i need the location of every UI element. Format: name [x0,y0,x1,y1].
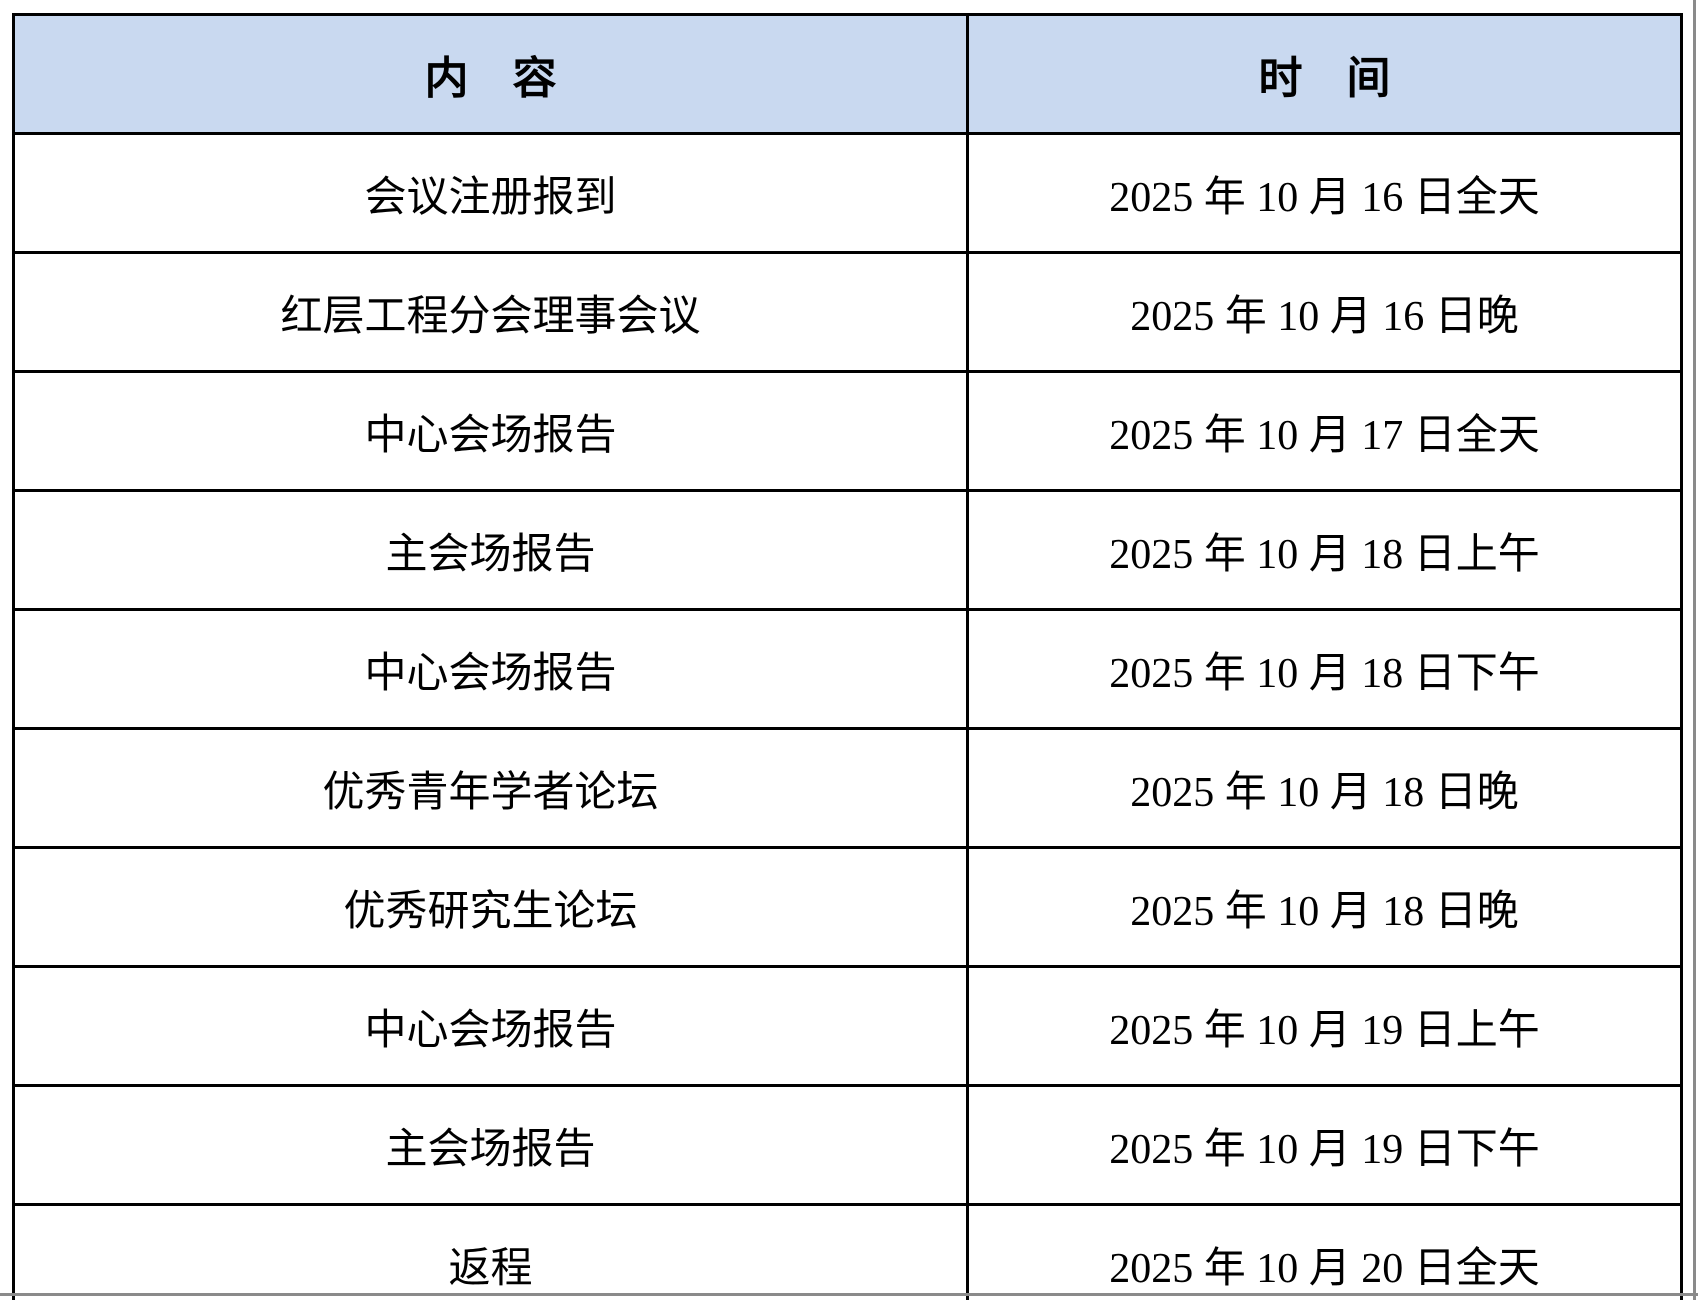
cell-content: 主会场报告 [11,1084,970,1206]
header-cell-content: 内 容 [11,13,970,135]
cell-content: 中心会场报告 [11,370,970,492]
table-row: 中心会场报告 2025 年 10 月 17 日全天 [11,370,1683,492]
cell-content: 中心会场报告 [11,608,970,730]
cell-time: 2025 年 10 月 16 日全天 [966,132,1683,254]
table-row: 返程 2025 年 10 月 20 日全天 [11,1203,1683,1300]
cell-time: 2025 年 10 月 17 日全天 [966,370,1683,492]
table-row: 会议注册报到 2025 年 10 月 16 日全天 [11,132,1683,254]
conference-schedule-table: 内 容 时 间 会议注册报到 2025 年 10 月 16 日全天 红层工程分会… [11,13,1683,1300]
cell-content: 优秀青年学者论坛 [11,727,970,849]
cell-content: 中心会场报告 [11,965,970,1087]
cell-time: 2025 年 10 月 16 日晚 [966,251,1683,373]
cell-time: 2025 年 10 月 18 日下午 [966,608,1683,730]
table-row: 优秀研究生论坛 2025 年 10 月 18 日晚 [11,846,1683,968]
page-edge-right [1693,0,1696,1300]
table-row: 中心会场报告 2025 年 10 月 19 日上午 [11,965,1683,1087]
table-row: 主会场报告 2025 年 10 月 19 日下午 [11,1084,1683,1206]
table-header-row: 内 容 时 间 [11,13,1683,135]
cell-content: 红层工程分会理事会议 [11,251,970,373]
cell-content: 会议注册报到 [11,132,970,254]
cell-time: 2025 年 10 月 19 日上午 [966,965,1683,1087]
header-cell-time: 时 间 [966,13,1683,135]
cell-content: 返程 [11,1203,970,1300]
page-edge-bottom [0,1293,1698,1296]
cell-content: 优秀研究生论坛 [11,846,970,968]
cell-time: 2025 年 10 月 20 日全天 [966,1203,1683,1300]
table-body: 会议注册报到 2025 年 10 月 16 日全天 红层工程分会理事会议 202… [11,132,1683,1300]
table-row: 中心会场报告 2025 年 10 月 18 日下午 [11,608,1683,730]
cell-time: 2025 年 10 月 18 日晚 [966,846,1683,968]
cell-time: 2025 年 10 月 19 日下午 [966,1084,1683,1206]
table-row: 优秀青年学者论坛 2025 年 10 月 18 日晚 [11,727,1683,849]
table-row: 主会场报告 2025 年 10 月 18 日上午 [11,489,1683,611]
cell-time: 2025 年 10 月 18 日晚 [966,727,1683,849]
cell-content: 主会场报告 [11,489,970,611]
table-row: 红层工程分会理事会议 2025 年 10 月 16 日晚 [11,251,1683,373]
cell-time: 2025 年 10 月 18 日上午 [966,489,1683,611]
